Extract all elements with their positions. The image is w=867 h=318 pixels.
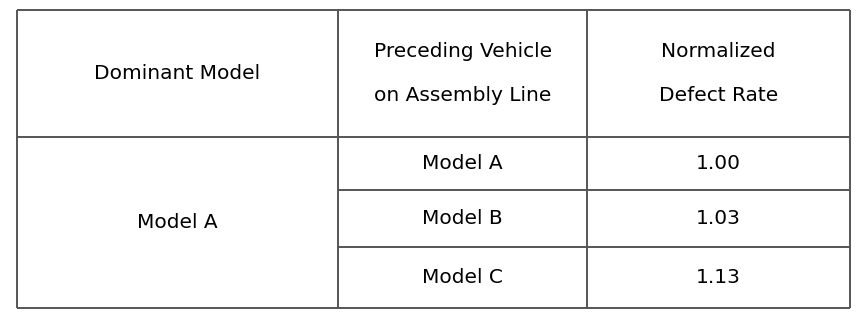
Text: 1.00: 1.00 — [696, 154, 741, 173]
Text: Model A: Model A — [422, 154, 503, 173]
Text: Model B: Model B — [422, 209, 503, 228]
Text: Model C: Model C — [422, 268, 503, 287]
Text: 1.03: 1.03 — [696, 209, 741, 228]
Text: Dominant Model: Dominant Model — [95, 64, 261, 83]
Text: 1.13: 1.13 — [696, 268, 741, 287]
Text: Model A: Model A — [137, 213, 218, 232]
Text: Preceding Vehicle

on Assembly Line: Preceding Vehicle on Assembly Line — [374, 42, 551, 105]
Text: Normalized

Defect Rate: Normalized Defect Rate — [659, 42, 779, 105]
